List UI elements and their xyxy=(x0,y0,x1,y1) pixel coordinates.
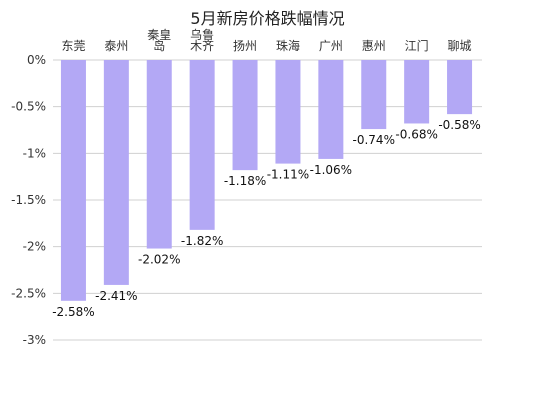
data-label: -1.06% xyxy=(310,163,352,177)
x-tick-label: 珠海 xyxy=(276,38,300,53)
bar xyxy=(361,60,387,130)
x-tick-label: 扬州 xyxy=(233,38,257,53)
data-label: -2.41% xyxy=(95,289,137,303)
bar xyxy=(318,60,344,159)
x-tick-label: 惠州 xyxy=(362,39,386,53)
y-tick-label: -0.5% xyxy=(11,100,46,114)
chart-title: 5月新房价格跌幅情况 xyxy=(190,9,345,28)
y-tick-label: -2% xyxy=(23,240,46,254)
x-tick-label: 聊城 xyxy=(448,39,472,53)
data-label: -1.11% xyxy=(267,168,309,182)
data-label: -1.18% xyxy=(224,174,266,188)
bar xyxy=(232,60,258,171)
y-tick-label: -2.5% xyxy=(11,286,46,300)
bar xyxy=(146,60,172,249)
bar xyxy=(103,60,129,285)
bar xyxy=(404,60,430,124)
data-label: -2.02% xyxy=(138,253,180,267)
x-tick-label: 乌鲁 xyxy=(190,27,214,42)
x-tick-label: 江门 xyxy=(405,38,429,53)
data-label: -2.58% xyxy=(52,305,94,319)
data-label: -1.82% xyxy=(181,234,223,248)
bar xyxy=(447,60,473,115)
y-tick-label: 0% xyxy=(27,53,46,67)
bar xyxy=(60,60,86,301)
data-label: -0.68% xyxy=(395,127,437,141)
data-label: -0.58% xyxy=(438,118,480,132)
bar xyxy=(275,60,301,164)
x-tick-label: 木齐 xyxy=(190,38,214,53)
bar xyxy=(189,60,215,230)
y-tick-label: -1% xyxy=(23,146,46,160)
x-tick-label: 秦皇 xyxy=(147,28,171,42)
x-tick-label: 广州 xyxy=(319,39,343,53)
data-label: -0.74% xyxy=(353,133,395,147)
y-tick-label: -3% xyxy=(23,333,46,347)
x-tick-label: 岛 xyxy=(153,38,165,53)
x-tick-label: 泰州 xyxy=(104,39,128,53)
y-tick-label: -1.5% xyxy=(11,193,46,207)
x-tick-label: 东莞 xyxy=(61,39,85,53)
